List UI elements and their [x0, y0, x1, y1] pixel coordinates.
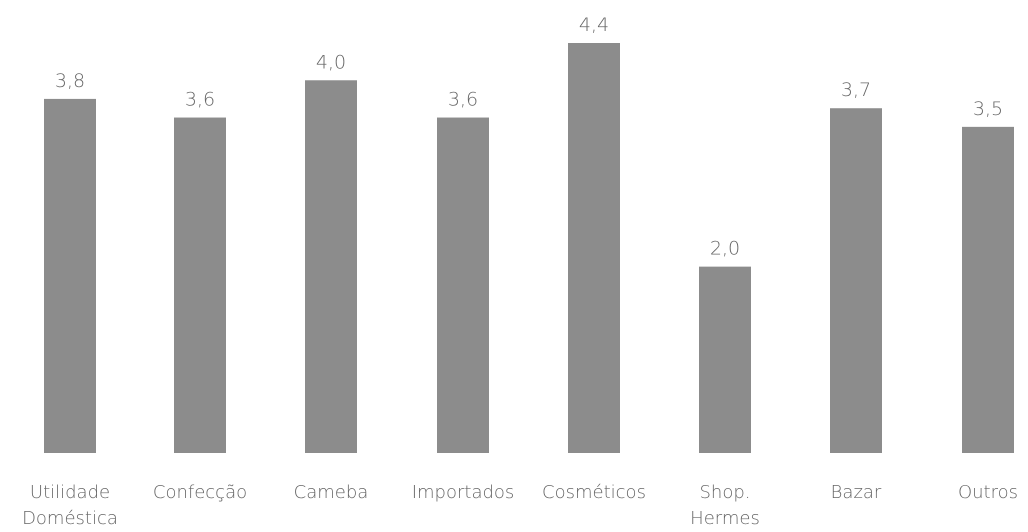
- x-tick-label: Utilidade: [30, 482, 110, 503]
- data-label: 2,0: [710, 238, 740, 260]
- x-tick-label: Confecção: [153, 482, 247, 503]
- x-tick-label: Bazar: [831, 482, 882, 503]
- bar: [174, 117, 226, 453]
- bar: [830, 108, 882, 454]
- bar: [437, 117, 489, 453]
- category-labels-group: Utilidade Doméstica Confecção Cameba Importa…: [22, 482, 1018, 529]
- x-tick-label: Doméstica: [22, 508, 118, 529]
- data-label: 3,5: [973, 98, 1003, 120]
- data-label: 3,7: [841, 79, 871, 101]
- bars-group: [44, 43, 1014, 454]
- x-tick-label: Cameba: [294, 482, 369, 503]
- x-tick-label: Cosméticos: [542, 482, 646, 503]
- bar: [568, 43, 620, 453]
- value-labels-group: 3,8 3,6 4,0 3,6 4,4 2,0 3,7 3,5: [55, 14, 1003, 260]
- x-tick-label: Importados: [412, 482, 515, 503]
- x-tick-label: Outros: [958, 482, 1018, 503]
- x-tick-label: Shop.: [700, 482, 751, 503]
- bar: [962, 126, 1014, 453]
- data-label: 4,4: [579, 14, 609, 36]
- data-label: 3,8: [55, 70, 85, 92]
- bar: [305, 80, 357, 453]
- data-label: 3,6: [448, 89, 478, 111]
- bar: [44, 98, 96, 453]
- bar: [699, 266, 751, 453]
- data-label: 3,6: [185, 89, 215, 111]
- data-label: 4,0: [316, 51, 346, 73]
- x-tick-label: Hermes: [690, 508, 760, 529]
